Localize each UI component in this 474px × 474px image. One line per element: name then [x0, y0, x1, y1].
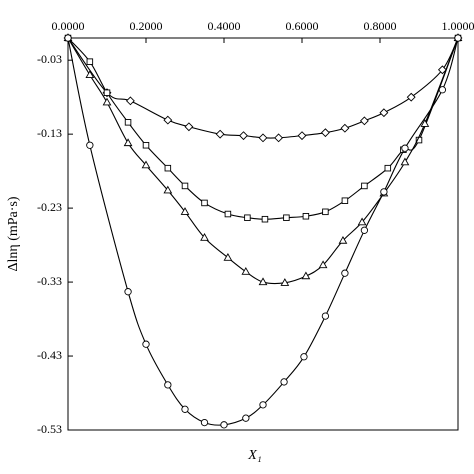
fit-line: [67, 37, 459, 426]
y-axis-label: Δlnη (mPa·s): [6, 196, 21, 271]
marker: [86, 141, 94, 149]
marker: [322, 208, 329, 216]
marker: [64, 34, 72, 42]
marker: [200, 418, 209, 427]
marker: [454, 34, 462, 42]
marker: [406, 92, 416, 102]
marker: [220, 421, 228, 429]
marker: [163, 115, 173, 125]
marker: [124, 119, 132, 126]
marker: [341, 269, 349, 277]
marker: [180, 207, 190, 215]
y-tick-label: -0.03: [37, 52, 62, 66]
marker: [224, 210, 232, 218]
marker: [200, 232, 209, 241]
marker: [239, 131, 248, 141]
x-axis-label: X₁: [247, 448, 261, 463]
x-tick-label: 0.0000: [52, 19, 85, 33]
x-tick-label: 0.2000: [130, 19, 163, 33]
fit-line: [67, 37, 459, 220]
marker: [258, 277, 268, 286]
fit-line: [67, 37, 459, 285]
marker: [86, 58, 94, 65]
marker: [360, 226, 369, 234]
marker: [302, 212, 310, 220]
plot-frame: [67, 37, 459, 431]
marker: [400, 157, 410, 166]
marker: [274, 133, 284, 143]
x-tick-label: 1.0000: [442, 19, 474, 33]
marker: [241, 267, 251, 275]
marker: [280, 378, 288, 386]
x-tick-label: 0.4000: [208, 19, 241, 33]
marker: [341, 197, 349, 204]
marker: [338, 235, 348, 244]
marker: [164, 381, 172, 389]
y-tick-label: -0.23: [37, 200, 62, 214]
marker: [123, 138, 133, 147]
marker: [420, 119, 430, 127]
marker: [142, 340, 150, 348]
y-tick-label: -0.13: [37, 126, 62, 140]
marker: [102, 97, 112, 106]
marker: [301, 271, 311, 280]
marker: [85, 70, 95, 79]
marker: [215, 129, 225, 139]
marker: [283, 214, 290, 221]
marker: [359, 116, 369, 126]
marker: [184, 122, 194, 132]
marker: [261, 215, 269, 223]
marker: [401, 144, 409, 152]
marker: [380, 188, 388, 196]
marker: [259, 401, 267, 409]
marker: [223, 252, 233, 261]
x-tick-label: 0.6000: [286, 19, 319, 33]
marker: [318, 260, 328, 269]
marker: [142, 141, 150, 149]
marker: [384, 164, 392, 172]
marker: [437, 65, 447, 75]
y-tick-label: -0.33: [37, 274, 62, 288]
y-tick-label: -0.43: [37, 348, 62, 362]
marker: [125, 96, 135, 106]
marker: [438, 86, 447, 94]
marker: [258, 133, 268, 143]
marker: [379, 108, 389, 118]
y-tick-label: -0.53: [37, 422, 62, 436]
marker: [163, 185, 173, 194]
marker: [164, 164, 172, 172]
marker: [361, 182, 368, 190]
marker: [280, 278, 290, 286]
marker: [357, 217, 367, 226]
marker: [201, 199, 208, 207]
marker: [181, 405, 189, 413]
marker: [141, 160, 151, 169]
marker: [297, 131, 307, 141]
marker: [103, 89, 111, 96]
marker: [300, 353, 308, 361]
marker: [242, 414, 250, 422]
marker: [244, 214, 251, 221]
marker: [181, 182, 189, 190]
marker: [320, 128, 330, 138]
marker: [340, 123, 350, 133]
marker: [321, 312, 330, 320]
marker: [124, 288, 132, 296]
x-tick-label: 0.8000: [364, 19, 397, 33]
